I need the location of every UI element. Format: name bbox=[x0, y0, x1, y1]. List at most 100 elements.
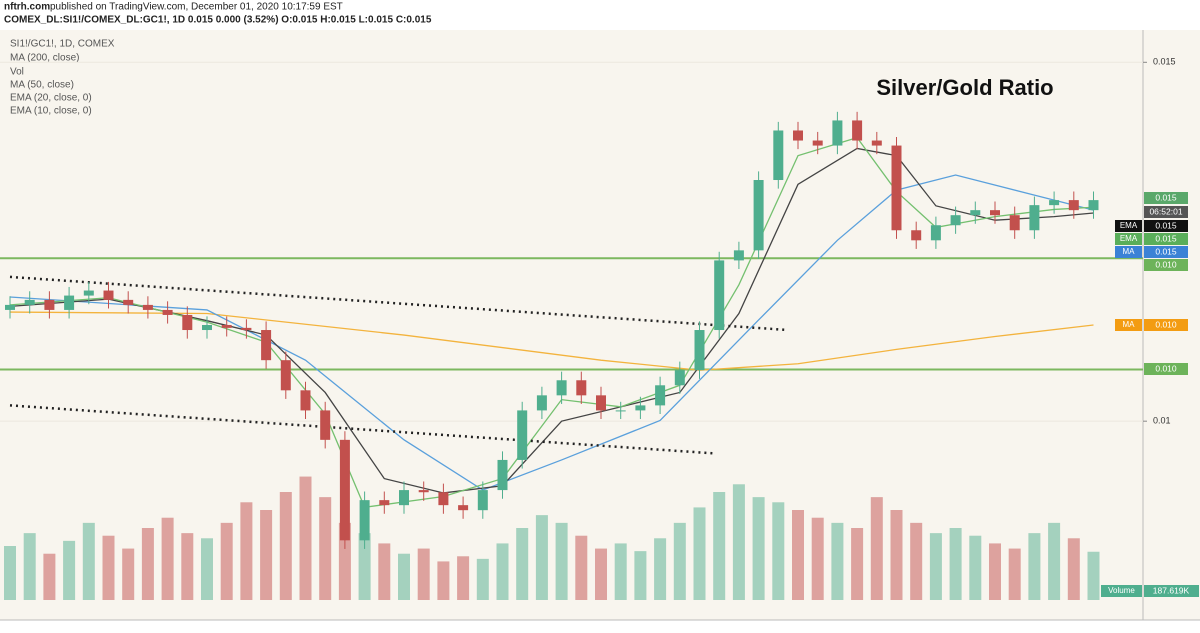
volume-bar bbox=[457, 556, 470, 600]
volume-bar bbox=[43, 553, 56, 600]
volume-bar bbox=[811, 517, 824, 600]
volume-bar bbox=[535, 515, 548, 600]
moving-average bbox=[9, 174, 1094, 491]
candle-body bbox=[517, 410, 528, 460]
price-marker-bg bbox=[1144, 363, 1188, 375]
marker-tag: MA bbox=[1123, 247, 1136, 256]
legend: SI1!/GC1!, 1D, COMEX MA (200, close) Vol… bbox=[10, 39, 115, 117]
candle-body bbox=[5, 304, 15, 310]
price-marker-bg bbox=[1144, 246, 1188, 258]
volume-bar bbox=[417, 548, 430, 600]
marker-tag-bg bbox=[1115, 319, 1142, 331]
candle-body bbox=[536, 395, 547, 411]
candle-body bbox=[438, 492, 449, 506]
candle-body bbox=[162, 309, 173, 315]
volume-bar bbox=[23, 533, 36, 600]
volume-bar bbox=[102, 535, 115, 600]
volume-bar bbox=[772, 502, 785, 600]
candle-body bbox=[812, 140, 823, 146]
candle-body bbox=[182, 314, 193, 331]
volume-bar bbox=[4, 546, 16, 600]
price-marker: 0.015 bbox=[1155, 233, 1177, 243]
candle-body bbox=[1088, 200, 1099, 211]
volume-bar bbox=[338, 522, 351, 600]
volume-bar bbox=[398, 553, 410, 600]
volume-bar bbox=[122, 548, 135, 600]
volume-bar bbox=[910, 522, 923, 600]
volume-bar bbox=[1008, 548, 1021, 600]
candle-body bbox=[793, 130, 803, 141]
trendline bbox=[9, 275, 789, 332]
volume-bar bbox=[358, 533, 371, 600]
candle-body bbox=[379, 500, 390, 506]
candle-body bbox=[714, 260, 725, 331]
candle-body bbox=[280, 360, 291, 391]
marker-tag-bg bbox=[1115, 220, 1142, 232]
volume-bar bbox=[476, 558, 489, 600]
price-marker: 0.015 bbox=[1155, 192, 1177, 202]
candle-body bbox=[123, 299, 134, 305]
volume-bar bbox=[949, 528, 962, 600]
volume-bar bbox=[555, 522, 568, 600]
volume-bar bbox=[595, 548, 607, 600]
volume-bar bbox=[890, 510, 903, 600]
price-marker-bg bbox=[1144, 192, 1188, 204]
candle-body bbox=[83, 290, 94, 296]
price-marker-bg bbox=[1144, 233, 1188, 245]
volume-marker: 187.619K bbox=[1153, 585, 1190, 595]
price-marker: 0.015 bbox=[1155, 220, 1177, 230]
candle-body bbox=[596, 395, 606, 411]
published: published on TradingView.com, December 0… bbox=[50, 2, 343, 13]
candle-body bbox=[241, 327, 252, 331]
volume-bar bbox=[989, 543, 1001, 600]
volume-bar bbox=[654, 538, 667, 600]
volume-bar bbox=[378, 543, 391, 600]
volume-bar bbox=[831, 522, 844, 600]
legend-entry: EMA (10, close, 0) bbox=[10, 106, 92, 117]
candle-body bbox=[1029, 205, 1040, 231]
candle-body bbox=[418, 490, 429, 493]
candle-body bbox=[576, 380, 587, 396]
volume-bar bbox=[201, 538, 213, 600]
price-marker: 0.010 bbox=[1155, 319, 1177, 329]
volume-bar bbox=[240, 502, 253, 600]
candle-body bbox=[615, 410, 626, 412]
volume-bar bbox=[319, 497, 332, 600]
legend-entry: Vol bbox=[10, 67, 24, 78]
ticker-line: COMEX_DL:SI1!/COMEX_DL:GC1!, 1D 0.015 0.… bbox=[4, 15, 432, 26]
y-tick-label: 0.01 bbox=[1153, 416, 1171, 426]
chart-title: Silver/Gold Ratio bbox=[876, 75, 1053, 100]
volume-bar bbox=[732, 484, 745, 600]
candle-body bbox=[64, 295, 75, 310]
candle-body bbox=[556, 380, 567, 396]
volume-tag-bg bbox=[1101, 585, 1142, 597]
trendline bbox=[9, 404, 716, 455]
candle-body bbox=[1049, 200, 1060, 206]
candle-body bbox=[694, 330, 705, 371]
author: nftrh.com bbox=[4, 2, 50, 13]
candle-body bbox=[339, 439, 350, 541]
candle-body bbox=[753, 180, 764, 251]
candle-body bbox=[852, 120, 863, 141]
volume-bar bbox=[1048, 522, 1061, 600]
candle-body bbox=[44, 299, 55, 310]
candle-body bbox=[990, 210, 1000, 216]
candle-body bbox=[1068, 200, 1079, 211]
price-marker-bg bbox=[1144, 319, 1188, 331]
candle-body bbox=[477, 490, 488, 511]
volume-marker-bg bbox=[1144, 585, 1199, 597]
candle-body bbox=[871, 140, 882, 146]
legend-entry: MA (200, close) bbox=[10, 53, 79, 64]
volume-bar bbox=[82, 522, 95, 600]
candle-body bbox=[300, 390, 311, 411]
marker-tag-bg bbox=[1115, 246, 1142, 258]
candle-body bbox=[733, 250, 744, 261]
candle-body bbox=[497, 459, 508, 491]
candle-body bbox=[1009, 215, 1020, 231]
candle-body bbox=[773, 130, 784, 181]
marker-tag: MA bbox=[1123, 320, 1136, 329]
volume-bar bbox=[713, 492, 726, 600]
candle-body bbox=[399, 490, 409, 506]
candle-body bbox=[24, 299, 35, 305]
